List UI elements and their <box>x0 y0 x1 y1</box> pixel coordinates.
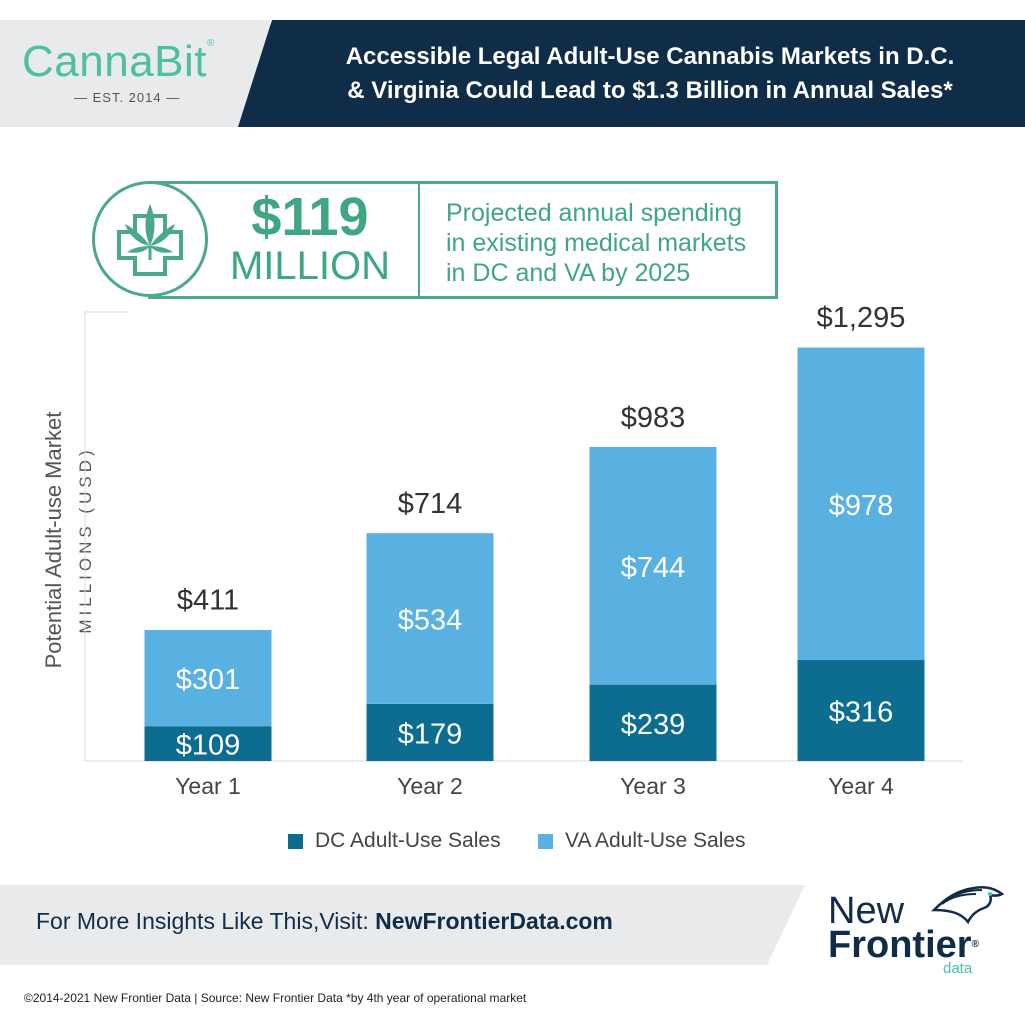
footer-website-link[interactable]: NewFrontierData.com <box>375 908 613 934</box>
bar-dc-4 <box>797 660 925 761</box>
legend-item-va: VA Adult-Use Sales <box>538 826 746 856</box>
highlight-value: $119 <box>251 187 369 247</box>
bar-dc-1 <box>144 726 272 761</box>
data-label-dc-2: $179 <box>398 718 463 750</box>
bar-dc-3 <box>589 684 717 761</box>
legend-item-dc: DC Adult-Use Sales <box>288 826 501 856</box>
bar-dc-2 <box>366 703 494 761</box>
brand-reg-mark: ® <box>207 38 215 49</box>
title-panel <box>238 20 1025 127</box>
x-tick-label-3: Year 3 <box>620 773 686 799</box>
x-tick-label-2: Year 2 <box>397 773 463 799</box>
data-label-dc-3: $239 <box>621 709 686 741</box>
brand-panel: CannaBit® — EST. 2014 — <box>0 20 270 127</box>
total-label-3: $983 <box>621 402 686 434</box>
header-banner: CannaBit® — EST. 2014 — Accessible Legal… <box>0 20 1025 127</box>
page-title: Accessible Legal Adult-Use Cannabis Mark… <box>300 40 1000 108</box>
footer-cta-text: For More Insights Like This,Visit: <box>36 908 376 934</box>
highlight-text-line-2: in existing medical markets <box>446 229 747 257</box>
logo-line-new: New <box>828 890 905 932</box>
data-label-va-2: $534 <box>398 605 463 637</box>
bar-va-4 <box>797 347 925 661</box>
logo-frontier-text: Frontier <box>828 924 972 966</box>
brand-established: — EST. 2014 — <box>74 90 181 105</box>
data-label-va-1: $301 <box>176 664 241 696</box>
legend-swatch-va <box>538 833 553 849</box>
horse-head-icon <box>930 886 1005 925</box>
highlight-box <box>148 181 778 299</box>
cannabis-leaf-medical-cross-icon <box>92 181 208 297</box>
chart-legend: DC Adult-Use Sales VA Adult-Use Sales <box>0 826 1025 856</box>
legend-label-va: VA Adult-Use Sales <box>565 829 746 852</box>
x-tick-label-1: Year 1 <box>175 773 241 799</box>
logo-reg-mark: ® <box>971 939 979 950</box>
total-label-1: $411 <box>177 585 239 617</box>
logo-line-frontier: Frontier® <box>828 926 979 964</box>
highlight-text-line-1: Projected annual spending <box>446 199 743 227</box>
stacked-bar-chart: $109 $301 $411 Year 1 $179 $534 $714 Year 2 $239… <box>84 302 963 799</box>
total-label-4: $1,295 <box>817 302 906 334</box>
new-frontier-logo: New Frontier® data <box>828 880 1008 980</box>
data-label-va-3: $744 <box>621 552 686 584</box>
copyright-note: ©2014-2021 New Frontier Data | Source: N… <box>24 991 527 1005</box>
highlight-text-line-3: in DC and VA by 2025 <box>446 259 691 287</box>
data-label-dc-4: $316 <box>829 697 894 729</box>
footer-band <box>0 885 805 965</box>
data-label-va-4: $978 <box>829 490 894 522</box>
highlight-description: Projected annual spending in existing me… <box>446 198 766 288</box>
highlight-unit: MILLION <box>229 244 391 288</box>
bar-va-1 <box>144 630 272 727</box>
footer-cta: For More Insights Like This,Visit: NewFr… <box>36 908 613 935</box>
bar-va-2 <box>366 533 494 704</box>
legend-label-dc: DC Adult-Use Sales <box>315 829 501 852</box>
page-title-line-1: Accessible Legal Adult-Use Cannabis Mark… <box>345 43 955 70</box>
highlight-divider <box>418 183 420 297</box>
data-label-dc-1: $109 <box>176 730 241 762</box>
brand-name: CannaBit <box>22 37 208 86</box>
bar-va-3 <box>589 446 717 685</box>
x-tick-label-4: Year 4 <box>828 773 894 799</box>
cannabit-logo: CannaBit® — EST. 2014 — <box>22 37 242 106</box>
legend-swatch-dc <box>288 833 303 849</box>
total-label-2: $714 <box>398 488 463 520</box>
logo-line-data: data <box>943 960 973 977</box>
page-title-line-2: & Virginia Could Lead to $1.3 Billion in… <box>347 77 953 104</box>
